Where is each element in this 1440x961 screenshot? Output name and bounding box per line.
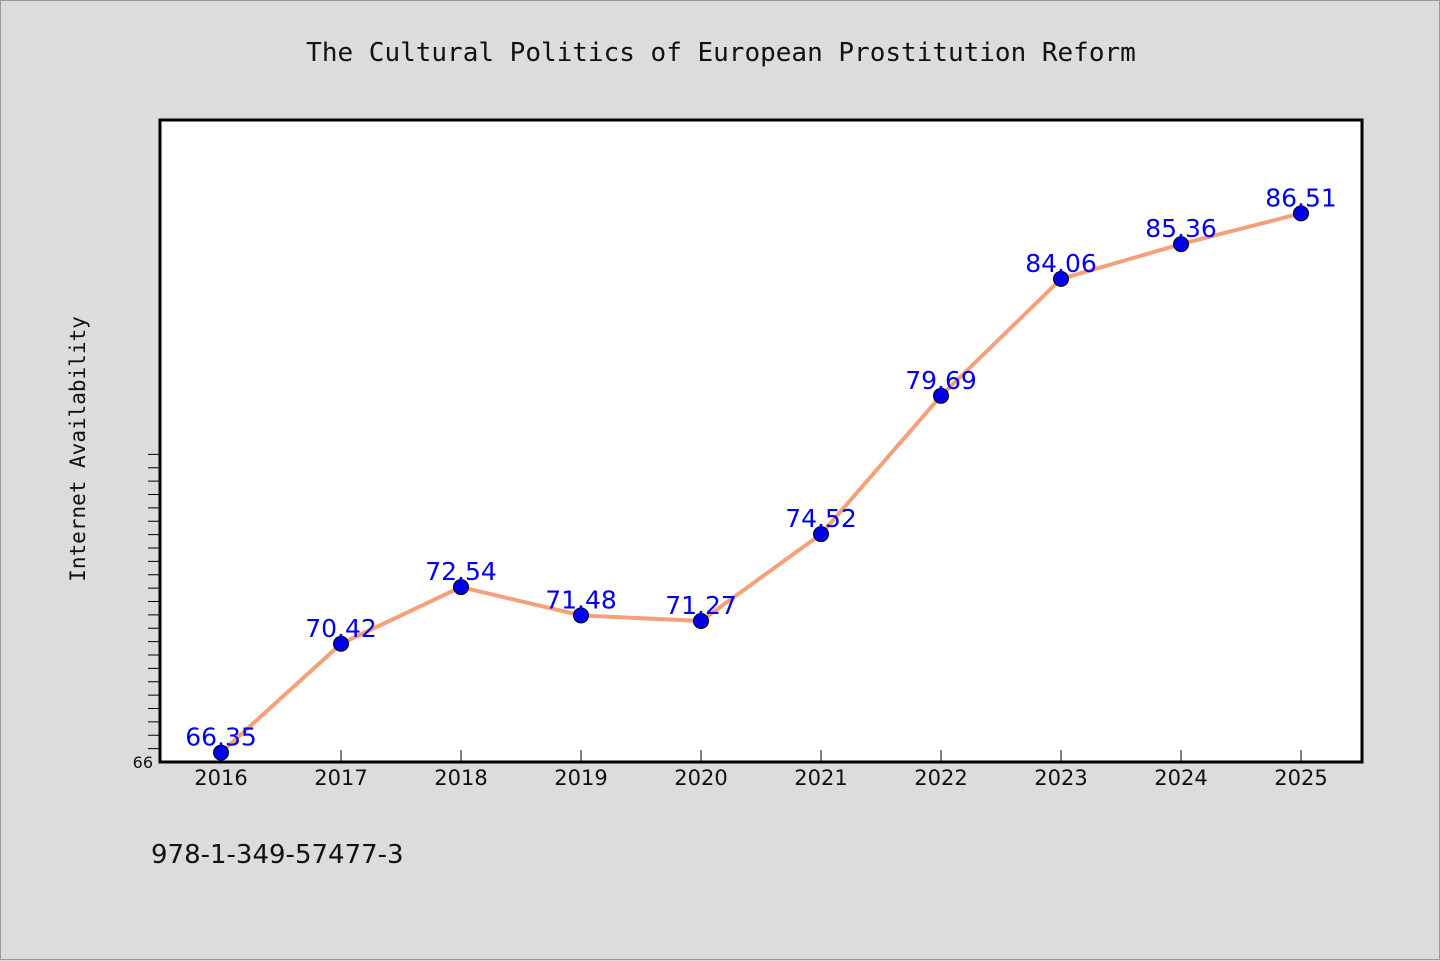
data-point (213, 744, 229, 761)
data-label: 71.27 (665, 591, 737, 620)
data-point (933, 387, 949, 404)
isbn-text: 978-1-349-57477-3 (151, 840, 404, 870)
x-tick-label: 2016 (194, 766, 247, 790)
x-tick-label: 2019 (554, 766, 607, 790)
data-point (453, 579, 469, 596)
y-axis-label: Internet Availability (66, 316, 90, 582)
data-label: 70.42 (305, 614, 377, 643)
data-point (1293, 205, 1309, 222)
x-tick-label: 2017 (314, 766, 367, 790)
x-tick-label: 2018 (434, 766, 487, 790)
x-tick-label: 2023 (1034, 766, 1087, 790)
data-label: 86.51 (1265, 183, 1337, 212)
data-label: 79.69 (905, 366, 977, 395)
data-label: 71.48 (545, 585, 617, 614)
data-points (213, 205, 1309, 761)
data-point (1173, 236, 1189, 253)
x-tick-label: 2025 (1274, 766, 1327, 790)
data-point (573, 607, 589, 624)
x-tick-label: 2021 (794, 766, 847, 790)
x-tick-label: 2020 (674, 766, 727, 790)
data-label: 66.35 (185, 723, 257, 752)
data-label: 72.54 (425, 557, 497, 586)
x-tick-label: 2024 (1154, 766, 1207, 790)
plot-area (160, 120, 1362, 762)
plot-border (158, 118, 1364, 764)
x-axis-ticks: 2016 2017 2018 2019 2020 2021 2022 2023 2024 2025 (194, 750, 1328, 790)
data-label: 74.52 (785, 504, 857, 533)
series-line (219, 211, 1303, 755)
chart-title: The Cultural Politics of European Prosti… (306, 38, 1136, 68)
data-label: 85.36 (1145, 214, 1217, 243)
data-labels: 66.35 70.42 72.54 71.48 71.27 74.52 79.69 84.06… (185, 183, 1337, 751)
data-label: 84.06 (1025, 249, 1097, 278)
data-point (333, 635, 349, 652)
x-tick-label: 2022 (914, 766, 967, 790)
y-tick-label: 66 (133, 753, 153, 772)
data-point (693, 613, 709, 630)
data-point (813, 526, 829, 543)
data-point (1053, 270, 1069, 287)
y-axis-ticks: 66 (133, 453, 160, 772)
